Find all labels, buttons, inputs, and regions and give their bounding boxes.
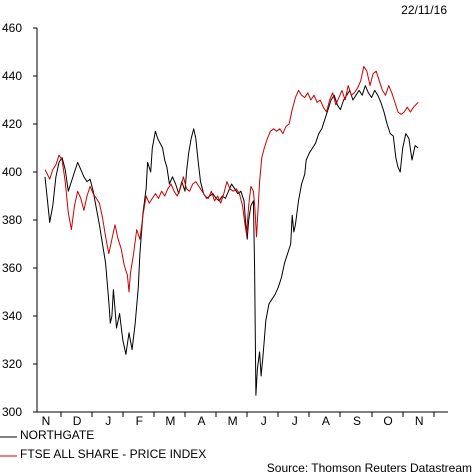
y-tick-label-320: 320 [2, 357, 22, 371]
series-line-ftse-all-share [44, 65, 419, 293]
source-note: Source: Thomson Reuters Datastream [267, 461, 472, 475]
x-tick-label-8: J [292, 414, 298, 428]
x-tick-label-4: M [165, 414, 175, 428]
legend: NORTHGATE FTSE ALL SHARE - PRICE INDEX [0, 428, 206, 461]
y-tick-label-440: 440 [2, 69, 22, 83]
x-tick-label-11: O [383, 414, 392, 428]
x-tick-label-1: D [73, 414, 82, 428]
x-tick-label-0: N [42, 414, 51, 428]
series-line-northgate [44, 85, 419, 396]
y-tick-label-300: 300 [2, 405, 22, 419]
x-tick-label-10: S [353, 414, 361, 428]
y-tick-label-380: 380 [2, 213, 22, 227]
legend-label-northgate: NORTHGATE [20, 428, 94, 442]
x-tick-label-7: J [261, 414, 267, 428]
x-tick-label-6: M [228, 414, 238, 428]
y-tick-label-420: 420 [2, 117, 22, 131]
x-tick-label-5: A [197, 414, 205, 428]
date-label: 22/11/16 [401, 3, 447, 17]
x-tick-label-2: J [105, 414, 111, 428]
x-tick-label-3: F [136, 414, 143, 428]
y-tick-label-460: 460 [2, 21, 22, 35]
legend-label-ftse: FTSE ALL SHARE - PRICE INDEX [20, 447, 206, 461]
y-tick-label-360: 360 [2, 261, 22, 275]
x-tick-label-12: N [415, 414, 424, 428]
plot-lines [44, 65, 419, 396]
y-axis: 300 320 340 360 380 400 420 440 460 [2, 21, 38, 419]
y-tick-label-400: 400 [2, 165, 22, 179]
x-tick-label-9: A [322, 414, 330, 428]
y-tick-label-340: 340 [2, 309, 22, 323]
